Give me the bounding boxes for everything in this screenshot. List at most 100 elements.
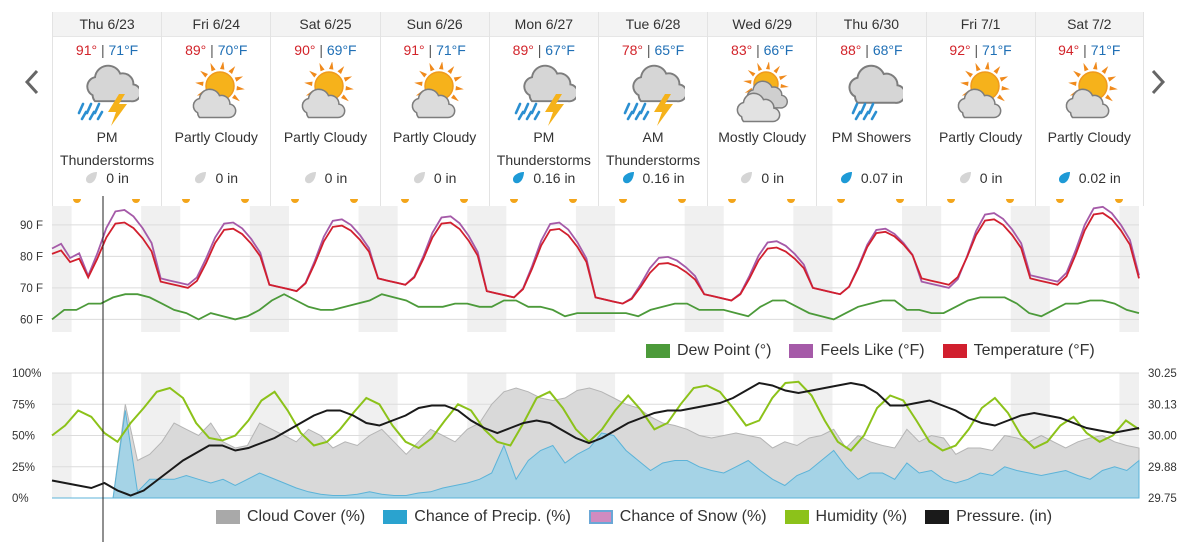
legend-chance-snow[interactable]: Chance of Snow (%)	[588, 508, 767, 526]
sunrise-icon	[182, 199, 191, 203]
sunrise-icon	[1055, 199, 1064, 203]
low-temp: 66°F	[763, 42, 794, 58]
no-rain-drop-icon	[413, 172, 425, 184]
y-tick-label: 60 F	[20, 314, 43, 326]
showers-icon	[848, 64, 904, 121]
day-temperatures: 90° | 69°F	[294, 42, 357, 58]
left-y-tick-label: 75%	[12, 399, 35, 411]
precip-amount: 0 in	[381, 170, 489, 186]
night-band	[467, 206, 507, 332]
legend-dew-point[interactable]: Dew Point (°)	[646, 342, 771, 360]
day-label: Sat 7/2	[1035, 12, 1143, 37]
left-y-tick-label: 100%	[12, 368, 41, 380]
high-temp: 89°	[185, 42, 207, 58]
legend-label: Humidity (%)	[815, 508, 908, 525]
night-band	[52, 206, 72, 332]
sunset-icon	[1114, 199, 1123, 203]
day-column[interactable]: Sun 6/26 91° | 71°F Partly Cloudy 0 in	[379, 12, 489, 206]
condition-text: PM Showers	[831, 129, 912, 145]
sunrise-icon	[291, 199, 300, 203]
no-rain-drop-icon	[195, 172, 207, 184]
day-temperatures: 91° | 71°F	[75, 42, 139, 58]
sunrise-icon	[73, 199, 81, 203]
sunset-icon	[241, 199, 250, 203]
day-column[interactable]: Mon 6/27 89° | 67°F PM Thunderstorms 0.1…	[488, 12, 598, 206]
condition-text: AM Thunderstorms	[605, 129, 701, 168]
partly-cloudy-icon	[411, 62, 464, 119]
precip-amount: 0.07 in	[817, 170, 925, 186]
day-label: Fri 7/1	[926, 12, 1035, 37]
legend-label: Temperature (°F)	[973, 342, 1095, 359]
previous-days-button[interactable]	[14, 60, 50, 104]
low-temp: 68°F	[872, 42, 903, 58]
partly-cloudy-icon	[192, 62, 246, 119]
precip-amount: 0 in	[708, 170, 816, 186]
sunset-icon	[459, 199, 468, 203]
legend-label: Dew Point (°)	[677, 342, 772, 359]
day-column[interactable]: Thu 6/30 88° | 68°F PM Showers 0.07 in	[816, 12, 926, 206]
low-temp: 69°F	[326, 42, 357, 58]
partly-cloudy-icon	[1065, 62, 1119, 119]
condition-text: Partly Cloudy	[174, 129, 258, 145]
day-column[interactable]: Sat 6/25 90° | 69°F Partly Cloudy 0 in	[270, 12, 380, 206]
daily-forecast-strip: Thu 6/23 91° | 71°F PM Thunderstorms 0 i…	[52, 12, 1144, 206]
high-temp: 89°	[512, 42, 534, 58]
rain-drop-icon	[840, 172, 852, 184]
condition-text: PM Thunderstorms	[60, 129, 155, 168]
sunset-icon	[132, 199, 140, 203]
night-band	[141, 206, 181, 332]
condition-text: Partly Cloudy	[1047, 129, 1131, 145]
high-temp: 91°	[75, 42, 98, 58]
rain-drop-icon	[1058, 172, 1070, 184]
conditions-legend: Cloud Cover (%) Chance of Precip. (%) Ch…	[198, 508, 1052, 526]
partly-cloudy-icon	[957, 62, 1010, 119]
chance-snow-swatch	[588, 510, 613, 524]
sunrise-icon	[400, 199, 409, 203]
day-temperatures: 94° | 71°F	[1058, 42, 1121, 58]
right-y-tick-label: 29.75	[1148, 493, 1177, 505]
y-tick-label: 70 F	[20, 283, 43, 295]
day-column[interactable]: Tue 6/28 78° | 65°F AM Thunderstorms 0.1…	[597, 12, 708, 206]
condition-text: PM Thunderstorms	[496, 129, 591, 168]
day-label: Fri 6/24	[162, 12, 271, 37]
precip-amount: 0 in	[927, 170, 1035, 186]
night-band	[575, 206, 616, 332]
sunset-icon	[787, 199, 796, 203]
day-label: Sat 6/25	[271, 12, 380, 37]
legend-chance-precip[interactable]: Chance of Precip. (%)	[383, 508, 571, 526]
day-column[interactable]: Wed 6/29 83° | 66°F Mostly Cloudy 0 in	[707, 12, 817, 206]
no-rain-drop-icon	[86, 172, 98, 184]
sunrise-icon	[946, 199, 955, 203]
high-temp: 78°	[621, 42, 644, 58]
day-column[interactable]: Sat 7/2 94° | 71°F Partly Cloudy 0.02 in	[1034, 12, 1144, 206]
legend-pressure[interactable]: Pressure. (in)	[925, 508, 1052, 526]
right-y-tick-label: 30.25	[1148, 368, 1177, 380]
legend-humidity[interactable]: Humidity (%)	[784, 508, 908, 526]
legend-cloud-cover[interactable]: Cloud Cover (%)	[216, 508, 365, 526]
condition-text: Partly Cloudy	[938, 129, 1023, 145]
sunrise-icon	[728, 199, 737, 203]
day-temperatures: 89° | 67°F	[512, 42, 575, 58]
sunset-icon	[350, 199, 359, 203]
day-column[interactable]: Thu 6/23 91° | 71°F PM Thunderstorms 0 i…	[52, 12, 162, 206]
precip-amount: 0 in	[53, 170, 161, 186]
next-days-button[interactable]	[1140, 60, 1176, 104]
day-column[interactable]: Fri 7/1 92° | 71°F Partly Cloudy 0 in	[925, 12, 1035, 206]
humidity-line	[51, 380, 1140, 452]
precip-amount: 0 in	[162, 170, 270, 186]
feels-like-swatch	[789, 344, 814, 358]
condition-text: Mostly Cloudy	[718, 129, 807, 145]
legend-temperature[interactable]: Temperature (°F)	[942, 342, 1095, 360]
day-label: Mon 6/27	[489, 12, 598, 37]
precip-amount: 0.16 in	[599, 170, 707, 186]
sunrise-icon	[837, 199, 846, 203]
chevron-right-icon	[1151, 69, 1166, 95]
day-temperatures: 83° | 66°F	[731, 42, 794, 58]
temperature-legend: Dew Point (°) Feels Like (°F) Temperatur…	[628, 342, 1095, 360]
legend-feels-like[interactable]: Feels Like (°F)	[789, 342, 925, 360]
day-label: Thu 6/23	[53, 12, 162, 37]
chance-precip-swatch	[383, 510, 408, 524]
day-column[interactable]: Fri 6/24 89° | 70°F Partly Cloudy 0 in	[161, 12, 271, 206]
dew-point-swatch	[646, 344, 670, 358]
